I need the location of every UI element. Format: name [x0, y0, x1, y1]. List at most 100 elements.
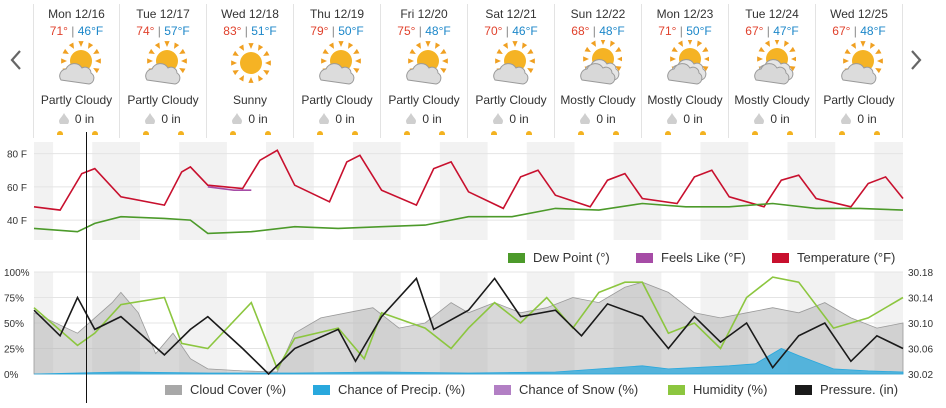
day-column[interactable]: Sun 12/22 68° | 48°F Mostly Cloudy 0 in: [555, 4, 642, 138]
day-temps: 74° | 57°F: [120, 24, 206, 39]
legend-chance-snow[interactable]: Chance of Snow (%): [494, 382, 638, 397]
sunset-marker: [92, 131, 98, 135]
next-days-button[interactable]: [906, 45, 926, 75]
day-column[interactable]: Mon 12/23 71° | 50°F Mostly Cloudy 0 in: [642, 4, 729, 138]
sunrise-marker: [578, 131, 584, 135]
precip-amount: 0 in: [509, 112, 529, 126]
precip-amount: 0 in: [74, 112, 95, 126]
precip-amount: 0 in: [248, 112, 268, 126]
low-temp: 48°F: [860, 24, 886, 38]
temp-separator: |: [331, 24, 335, 38]
day-column[interactable]: Sat 12/21 70° | 46°F Partly Cloudy 0 in: [468, 4, 555, 138]
legend-label: Chance of Precip. (%): [338, 382, 466, 397]
legend-humidity[interactable]: Humidity (%): [668, 382, 767, 397]
legend-label: Temperature (°F): [797, 250, 896, 265]
day-date: Mon 12/23: [656, 7, 714, 21]
day-date: Tue 12/24: [745, 7, 799, 21]
pressure-tick-label: 30.14: [908, 294, 933, 305]
day-date: Wed 12/25: [830, 7, 888, 21]
daylight-band: [748, 142, 788, 240]
day-precip: 0 in: [120, 112, 206, 127]
legend-swatch: [313, 384, 330, 395]
high-temp: 71°: [49, 24, 68, 38]
sun-markers: [294, 131, 380, 137]
raindrop-icon: [406, 112, 417, 127]
low-temp: 46°F: [512, 24, 538, 38]
pressure-tick-label: 30.10: [908, 319, 933, 330]
low-temp: 57°F: [164, 24, 190, 38]
sunset-marker: [613, 131, 619, 135]
raindrop-icon: [754, 112, 765, 127]
day-column[interactable]: Mon 12/16 71° | 46°F Partly Cloudy 0 in: [33, 4, 120, 138]
legend-pressure[interactable]: Pressure. (in): [795, 382, 898, 397]
prev-days-button[interactable]: [6, 45, 26, 75]
precip-amount: 0 in: [857, 112, 877, 126]
precip-amount: 0 in: [422, 112, 442, 126]
day-temps: 70° | 46°F: [468, 24, 554, 39]
legend-label: Pressure. (in): [820, 382, 899, 397]
precip-amount: 0 in: [335, 112, 355, 126]
feels-like-line: [207, 186, 252, 191]
day-column[interactable]: Wed 12/25 67° | 48°F Partly Cloudy 0 in: [816, 4, 903, 138]
partly-cloudy-icon: [141, 40, 187, 86]
daylight-band: [574, 142, 614, 240]
temp-separator: |: [244, 24, 248, 38]
temperature-line: [33, 149, 904, 211]
low-temp: 50°F: [338, 24, 364, 38]
day-column[interactable]: Wed 12/18 83° | 51°F Sunny 0 in: [207, 4, 294, 138]
legend-feels-like[interactable]: Feels Like (°F): [636, 250, 746, 265]
sun-markers: [207, 131, 293, 137]
low-temp: 46°F: [77, 24, 104, 38]
day-condition: Mostly Cloudy: [734, 93, 810, 107]
legend-label: Cloud Cover (%): [190, 382, 287, 397]
high-temp: 74°: [136, 24, 155, 38]
day-condition: Partly Cloudy: [388, 93, 460, 107]
temp-separator: |: [592, 24, 596, 38]
day-date: Sun 12/22: [570, 7, 626, 21]
temp-separator: |: [71, 24, 75, 38]
sunrise-marker: [665, 131, 671, 135]
day-precip: 0 in: [381, 112, 467, 127]
raindrop-icon: [58, 112, 69, 127]
legend-temperature[interactable]: Temperature (°F): [772, 250, 895, 265]
raindrop-icon: [145, 112, 156, 127]
partly-cloudy-icon: [315, 40, 361, 86]
high-temp: 67°: [745, 24, 764, 38]
chevron-left-icon: [10, 50, 21, 70]
sunrise-marker: [57, 131, 63, 135]
day-column[interactable]: Fri 12/20 75° | 48°F Partly Cloudy 0 in: [381, 4, 468, 138]
sun-markers: [729, 131, 815, 137]
legend-chance-precip[interactable]: Chance of Precip. (%): [313, 382, 465, 397]
precip-amount: 0 in: [161, 112, 181, 126]
temp-separator: |: [853, 24, 857, 38]
day-temps: 68° | 48°F: [555, 24, 641, 39]
legend-cloud-cover[interactable]: Cloud Cover (%): [165, 382, 286, 397]
legend-swatch: [772, 252, 789, 263]
day-column[interactable]: Tue 12/17 74° | 57°F Partly Cloudy 0 in: [120, 4, 207, 138]
temp-separator: |: [679, 24, 683, 38]
pressure-tick-label: 30.06: [908, 345, 933, 356]
day-column[interactable]: Tue 12/24 67° | 47°F Mostly Cloudy 0 in: [729, 4, 816, 138]
percent-tick-label: 0%: [4, 370, 19, 381]
forecast-chart-svg: 80 F 60 F 40 F 100% 75% 50% 25% 0% 30.18 30.14 30.…: [4, 142, 933, 381]
legend-dew-point[interactable]: Dew Point (°): [508, 250, 610, 265]
day-condition: Partly Cloudy: [40, 93, 113, 107]
high-temp: 67°: [832, 24, 851, 38]
pressure-tick-label: 30.18: [908, 268, 933, 279]
sun-markers: [381, 131, 467, 137]
sunset-marker: [178, 131, 184, 135]
percent-tick-label: 100%: [4, 268, 30, 279]
temp-separator: |: [505, 24, 509, 38]
high-temp: 71°: [658, 24, 677, 38]
high-temp: 75°: [397, 24, 416, 38]
legend-swatch: [494, 384, 511, 395]
temp-tick-label: 80 F: [7, 150, 27, 161]
legend-swatch: [508, 252, 525, 263]
sunset-marker: [700, 131, 706, 135]
day-column[interactable]: Thu 12/19 79° | 50°F Partly Cloudy 0 in: [294, 4, 381, 138]
dew-point-line: [33, 202, 904, 235]
sun-markers: [642, 131, 728, 137]
day-condition: Sunny: [232, 93, 268, 107]
sunrise-marker: [752, 131, 758, 135]
day-precip: 0 in: [816, 112, 902, 127]
